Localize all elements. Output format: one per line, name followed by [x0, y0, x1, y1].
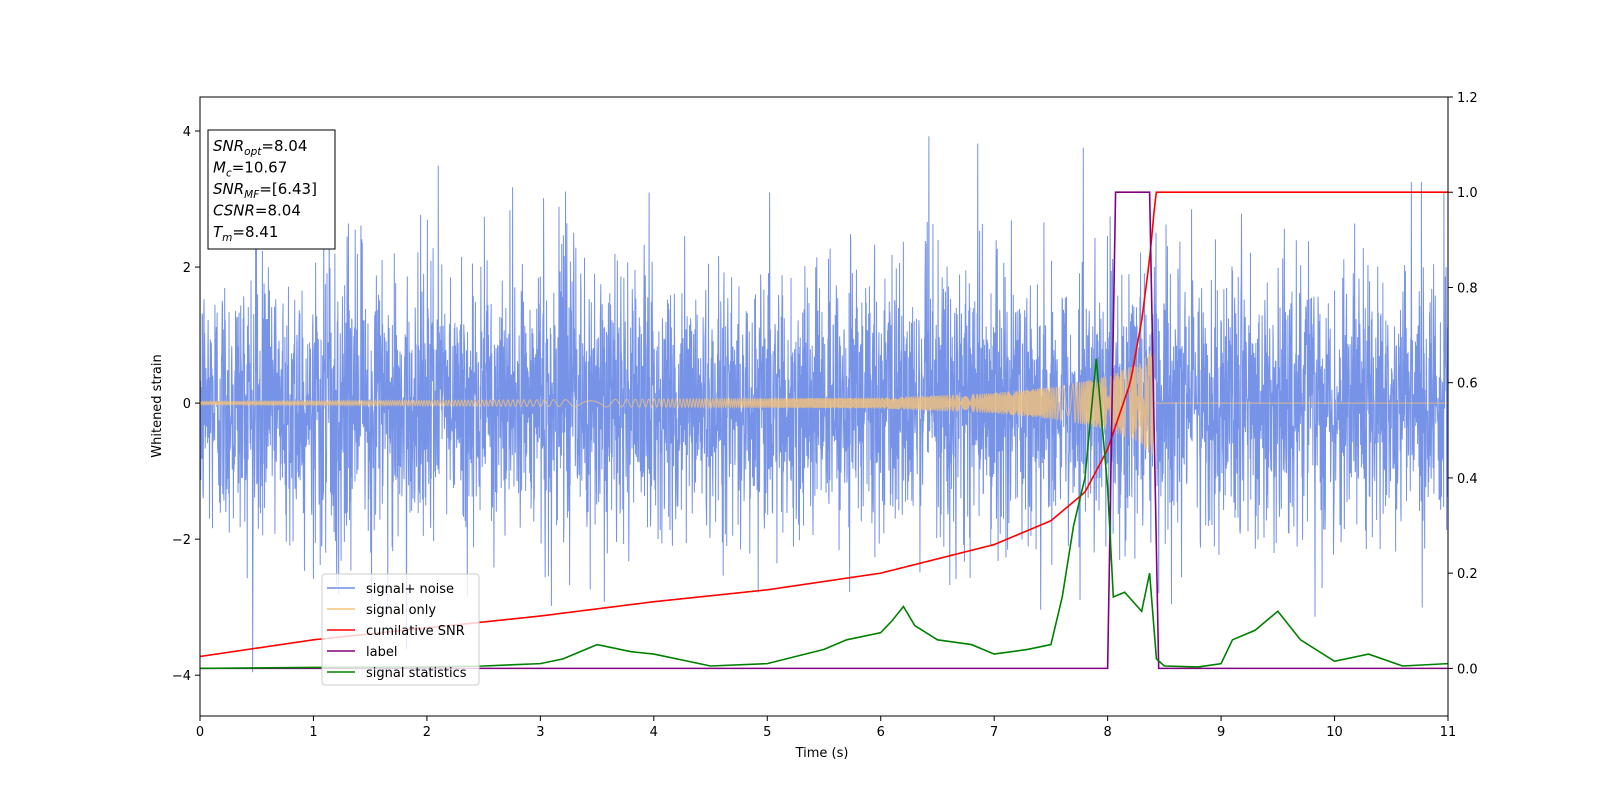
legend-label: signal only	[366, 603, 436, 618]
x-tick-label: 9	[1217, 725, 1225, 740]
y-left-tick-label: 0	[183, 397, 191, 412]
info-line: Mc=10.67	[213, 159, 287, 180]
y-left-tick-label: 4	[183, 125, 191, 140]
series-label	[200, 191, 1448, 670]
x-tick-label: 3	[536, 725, 544, 740]
y-left-tick-label: −4	[172, 669, 191, 684]
info-symbol: SNR	[213, 137, 244, 155]
legend-label: cumilative SNR	[366, 624, 465, 639]
info-line: SNRopt=8.04	[213, 137, 307, 158]
x-tick-label: 1	[309, 725, 317, 740]
legend-frame	[321, 573, 480, 686]
x-tick-label: 0	[196, 725, 204, 740]
info-value: =8.04	[261, 137, 307, 155]
y-right-tick-label: 0.6	[1457, 377, 1478, 392]
info-value: =8.04	[255, 202, 301, 220]
series-signal-noise	[200, 136, 1448, 673]
info-subscript: m	[222, 232, 232, 244]
info-value: =10.67	[232, 159, 288, 177]
y-right-tick-label: 1.0	[1457, 186, 1478, 201]
legend-label: label	[366, 645, 397, 660]
x-tick-label: 5	[763, 725, 771, 740]
y-left-tick-label: 2	[183, 261, 191, 276]
y-right-tick-label: 0.0	[1457, 662, 1478, 677]
x-tick-label: 11	[1440, 725, 1457, 740]
x-tick-label: 2	[423, 725, 431, 740]
y-axis-right: 1.2 1.0 0.8 0.6 0.4 0.2 0.0	[1448, 91, 1478, 677]
info-subscript: MF	[244, 189, 260, 201]
y-left-tick-label: −2	[172, 533, 191, 548]
info-line: Tm=8.41	[213, 223, 278, 244]
info-symbol: T	[213, 223, 224, 241]
info-box: SNRopt=8.04Mc=10.67SNRMF=[6.43]CSNR=8.04…	[207, 129, 336, 250]
x-tick-label: 4	[650, 725, 658, 740]
info-line: CSNR=8.04	[213, 202, 301, 220]
x-tick-label: 6	[877, 725, 885, 740]
info-subscript: c	[226, 168, 232, 180]
x-axis-label: Time (s)	[795, 746, 849, 761]
info-value: =[6.43]	[259, 180, 317, 198]
legend-label: signal+ noise	[366, 582, 454, 597]
info-line: SNRMF=[6.43]	[213, 180, 317, 201]
y-right-tick-label: 1.2	[1457, 91, 1478, 106]
x-tick-label: 8	[1103, 725, 1111, 740]
y-right-tick-label: 0.8	[1457, 281, 1478, 296]
info-box-frame	[207, 129, 336, 250]
series-signal-statistics	[200, 358, 1448, 670]
y-right-tick-label: 0.4	[1457, 472, 1478, 487]
info-symbol: SNR	[213, 180, 244, 198]
series-signal-only	[200, 350, 1448, 456]
info-value: =8.41	[232, 223, 278, 241]
legend-label: signal statistics	[366, 666, 467, 681]
x-tick-label: 7	[990, 725, 998, 740]
y-right-tick-label: 0.2	[1457, 567, 1478, 582]
plot-frame	[199, 96, 1449, 717]
legend: signal+ noise signal only cumilative SNR la…	[321, 573, 480, 686]
x-axis: 0 1 2 3 4 5 6 7 8 9 10 11	[196, 716, 1456, 740]
info-subscript: opt	[244, 146, 262, 158]
info-symbol: M	[213, 159, 226, 177]
y-axis-left: 4 2 0 −2 −4	[172, 125, 200, 684]
y-axis-label: Whitened strain	[150, 354, 165, 457]
info-symbol: CSNR	[213, 202, 255, 220]
x-tick-label: 10	[1326, 725, 1343, 740]
